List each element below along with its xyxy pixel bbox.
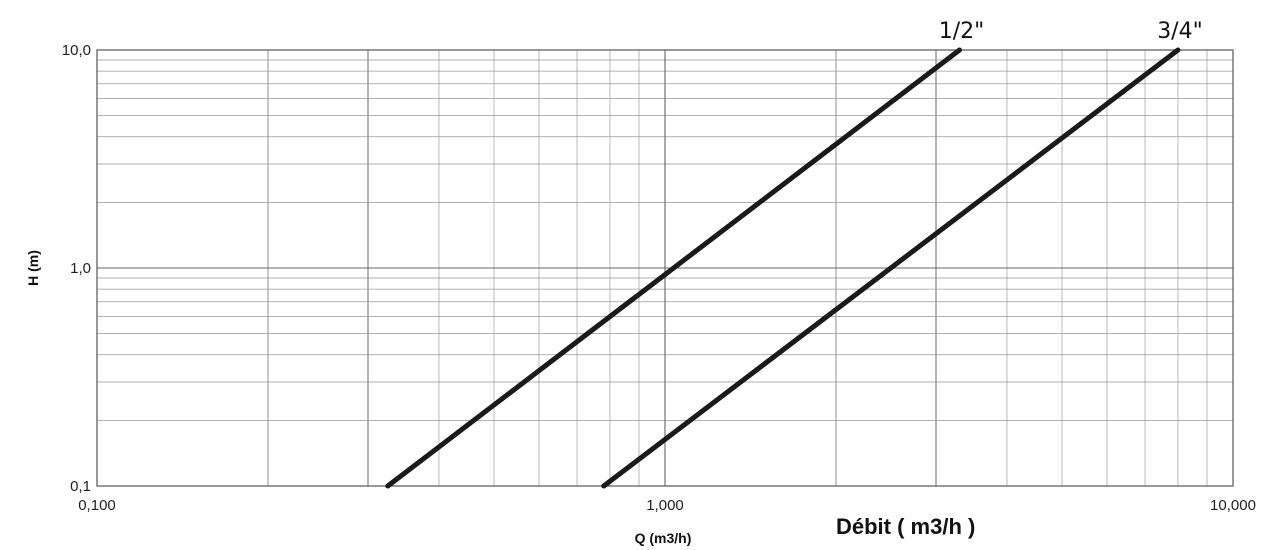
series-line-2: [601, 47, 1181, 489]
x-tick-label: 10,000: [1210, 497, 1256, 514]
grid-major: [97, 50, 1233, 486]
x-tick-labels: 0,100 1,000 10,000: [78, 497, 1256, 514]
series-label-1: 1/2": [939, 19, 985, 44]
secondary-axis-label: Débit ( m3/h ): [836, 514, 976, 539]
series-label-2: 3/4": [1157, 19, 1203, 44]
x-tick-label: 0,100: [78, 497, 116, 514]
y-tick-label: 0,1: [70, 478, 91, 495]
x-axis-label: Q (m3/h): [635, 530, 692, 546]
y-tick-label: 10,0: [62, 42, 91, 59]
y-tick-labels: 0,1 1,0 10,0: [62, 42, 91, 495]
plot-frame: [96, 49, 1234, 487]
y-tick-label: 1,0: [70, 260, 91, 277]
series-line-1: [385, 47, 963, 489]
x-tick-label: 1,000: [646, 497, 684, 514]
series-group: 1/2" 3/4": [385, 19, 1203, 489]
y-axis-label: H (m): [25, 250, 41, 286]
